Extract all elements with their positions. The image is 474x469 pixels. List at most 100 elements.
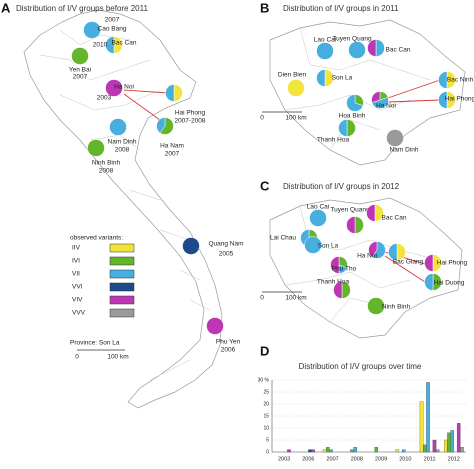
pie-slice bbox=[206, 317, 224, 335]
pie-slice bbox=[338, 119, 348, 137]
y-tick-label: 30 % bbox=[258, 377, 270, 383]
panel-title: Distribution of I/V groups before 2011 bbox=[16, 4, 148, 13]
site-label: Ha Noi bbox=[114, 84, 134, 91]
arrow bbox=[123, 93, 161, 121]
panel-title: Distribution of I/V groups in 2012 bbox=[283, 182, 400, 191]
scale-zero: 0 bbox=[75, 354, 79, 361]
pie-slice bbox=[173, 84, 183, 102]
x-tick-label: 2009 bbox=[375, 456, 387, 462]
site-label: Lao Cai bbox=[314, 37, 336, 44]
site-year: 2005 bbox=[219, 251, 234, 258]
site-label: Phu Tho bbox=[332, 266, 357, 273]
bar bbox=[444, 439, 448, 453]
y-tick-label: 5 bbox=[266, 437, 269, 443]
bar bbox=[432, 439, 437, 453]
site-label: Nam Dinh bbox=[108, 139, 137, 146]
site-label: Bac Can bbox=[382, 215, 407, 222]
pie-slice bbox=[105, 36, 115, 54]
site-label: Ha Nam bbox=[160, 143, 184, 150]
site-label: Lao Cai bbox=[307, 204, 329, 211]
bar bbox=[326, 447, 330, 453]
y-tick-label: 0 bbox=[266, 449, 269, 455]
pie-slice bbox=[396, 243, 406, 261]
pie-slice bbox=[316, 42, 334, 60]
map-north-2012 bbox=[269, 197, 463, 339]
site-label: Thanh Hoa bbox=[317, 137, 350, 144]
site-label: Ninh Binh bbox=[92, 160, 121, 167]
pie-slice bbox=[105, 79, 123, 97]
site-year: 2007 bbox=[73, 74, 88, 81]
site-label: Quang Nam bbox=[208, 241, 243, 248]
legend-swatch bbox=[109, 269, 135, 279]
site-label: Hai Duong bbox=[434, 280, 465, 287]
pie-slice bbox=[368, 241, 378, 258]
bar bbox=[350, 449, 354, 453]
arrow bbox=[387, 99, 441, 103]
legend-label: IVI bbox=[72, 258, 80, 265]
site-year: 2007 bbox=[165, 151, 180, 158]
panel-letter: A bbox=[1, 0, 11, 15]
scale-length: 100 km bbox=[285, 295, 306, 302]
scale-zero: 0 bbox=[260, 115, 264, 122]
site-label: Cao Bang bbox=[98, 26, 127, 33]
site-label: Bac Can bbox=[386, 47, 411, 54]
legend-label: VVV bbox=[72, 310, 86, 317]
x-tick-label: 2006 bbox=[302, 456, 314, 462]
scale-zero: 0 bbox=[260, 295, 264, 302]
pie-slice bbox=[156, 117, 166, 134]
pie-slice bbox=[348, 41, 366, 59]
bar bbox=[450, 430, 455, 453]
site-label: Thanh Hoa bbox=[317, 279, 350, 286]
pie-slice bbox=[182, 237, 200, 255]
pie-slice bbox=[165, 84, 175, 102]
bar bbox=[456, 423, 461, 453]
site-label: Ha Noi bbox=[376, 103, 396, 110]
pie-slice bbox=[324, 69, 334, 87]
bar bbox=[308, 449, 312, 453]
pie-slice bbox=[446, 71, 456, 89]
site-label: Hoa Binh bbox=[339, 113, 366, 120]
bar bbox=[423, 444, 427, 453]
pie-slice bbox=[346, 94, 364, 112]
bar bbox=[419, 401, 424, 453]
site-label: Bac Giang bbox=[393, 259, 424, 266]
pie-slice bbox=[159, 117, 174, 135]
y-tick-label: 20 bbox=[263, 401, 269, 407]
site-label: Yen Bai bbox=[69, 67, 91, 74]
panel-title: Distribution of I/V groups in 2011 bbox=[283, 4, 399, 13]
x-tick-label: 2011 bbox=[424, 456, 436, 462]
panel-letter: B bbox=[260, 0, 269, 15]
scale-length: 100 km bbox=[285, 115, 306, 122]
pie-slice bbox=[367, 39, 377, 57]
panel-letter: D bbox=[260, 343, 269, 358]
site-year: 2008 bbox=[99, 168, 114, 175]
pie-slice bbox=[374, 204, 384, 222]
pie-slice bbox=[424, 254, 434, 272]
legend-swatch bbox=[109, 282, 135, 292]
pie-slice bbox=[375, 39, 385, 57]
x-tick-label: 2012 bbox=[448, 456, 460, 462]
legend-swatch bbox=[109, 308, 135, 318]
bar bbox=[447, 432, 451, 453]
y-tick-label: 25 bbox=[263, 389, 269, 395]
site-label: Bac Can bbox=[112, 40, 137, 47]
site-label: Hai Phong bbox=[175, 110, 206, 117]
pie-slice bbox=[366, 204, 376, 222]
site-year: 2010 bbox=[93, 42, 108, 49]
site-label: Lai Chau bbox=[270, 235, 296, 242]
site-label: Ha Noi bbox=[357, 253, 377, 260]
site-label: Tuyen Quang bbox=[332, 36, 372, 43]
site-year: 2003 bbox=[97, 95, 112, 102]
pie-slice bbox=[83, 21, 101, 39]
arrow bbox=[387, 79, 441, 99]
bar bbox=[322, 449, 327, 453]
site-label: Hai Phong bbox=[445, 96, 474, 103]
pie-slice bbox=[446, 91, 456, 109]
pie-slice bbox=[87, 139, 105, 157]
site-label: Son La bbox=[332, 75, 353, 82]
bar bbox=[395, 449, 400, 453]
bar bbox=[353, 447, 358, 453]
arrow bbox=[384, 255, 426, 283]
scale-length: 100 km bbox=[107, 354, 128, 361]
